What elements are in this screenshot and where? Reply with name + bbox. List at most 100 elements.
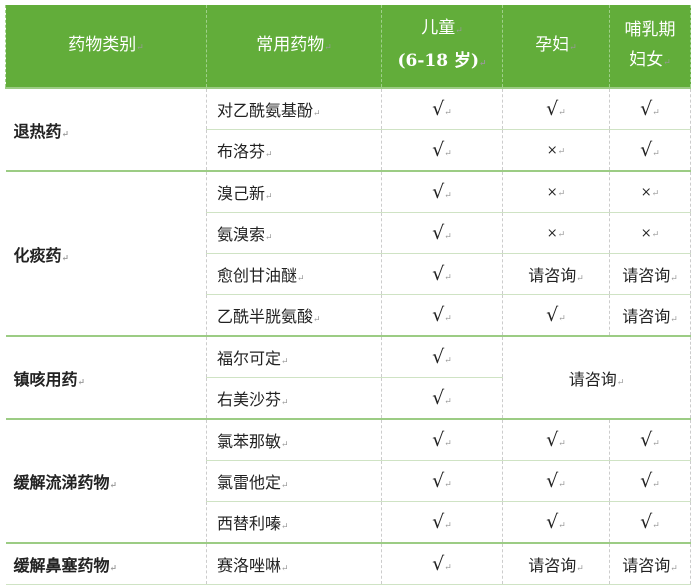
medicine-cell: 乙酰半胱氨酸: [206, 294, 382, 337]
category-cell-text: 化痰药: [14, 246, 70, 265]
category-cell: 退热药: [5, 87, 207, 172]
medicine-cell: 溴己新: [206, 170, 382, 213]
lactating-cell: √: [609, 501, 691, 544]
medicine-cell: 愈创甘油醚: [206, 253, 382, 295]
children-cell: √: [381, 335, 503, 378]
children-cell-text: √: [432, 139, 452, 161]
pregnant-cell: 请咨询: [502, 542, 610, 585]
pregnant-cell-text: 请咨询: [528, 556, 584, 575]
medicine-cell-text: 乙酰半胱氨酸: [217, 307, 321, 326]
category-cell: 化痰药: [5, 170, 207, 337]
lactating-cell: √: [609, 87, 691, 130]
header-lactating-line2: 妇女: [629, 50, 671, 70]
medicine-cell-text: 布洛芬: [217, 142, 273, 161]
lactating-cell-text: √: [640, 470, 660, 492]
pregnant-cell-text: ×: [547, 143, 565, 158]
medicine-cell-text: 氨溴索: [217, 225, 273, 244]
lactating-cell-text: 请咨询: [622, 266, 678, 285]
table-row: 缓解流涕药物 氯苯那敏 √ √ √: [5, 418, 691, 544]
category-cell: 缓解鼻塞药物: [5, 542, 207, 585]
table-row: 镇咳用药 福尔可定 √ 请咨询: [5, 335, 691, 420]
children-cell: √: [381, 501, 503, 544]
pregnant-cell: ×: [502, 129, 610, 172]
pregnant-cell: √: [502, 501, 610, 544]
lactating-cell: 请咨询: [609, 294, 691, 337]
lactating-cell-text: 请咨询: [622, 556, 678, 575]
medicine-cell: 对乙酰氨基酚: [206, 87, 382, 130]
medicine-cell-text: 福尔可定: [217, 349, 289, 368]
table-row: 乙酰半胱氨酸 √ √ 请咨询: [6, 294, 691, 337]
pregnant-cell-text: ×: [547, 185, 565, 200]
lactating-cell: √: [609, 129, 691, 172]
header-children-age: (6-18 岁): [397, 51, 486, 71]
medicine-cell-text: 溴己新: [217, 184, 273, 203]
lactating-cell: ×: [609, 212, 691, 254]
medicine-cell: 福尔可定: [206, 335, 382, 378]
children-cell-text: √: [432, 222, 452, 244]
lactating-cell-text: ×: [641, 226, 659, 241]
children-cell-text: √: [432, 429, 452, 451]
medicine-cell: 赛洛唑啉: [206, 542, 382, 585]
lactating-cell-text: 请咨询: [622, 307, 678, 326]
medicine-cell: 氯雷他定: [206, 460, 382, 502]
lactating-cell: 请咨询: [609, 542, 691, 585]
table-row: 氯雷他定 √ √ √: [6, 460, 691, 502]
table-row: 退热药 对乙酰氨基酚 √ √ √: [5, 87, 691, 172]
medicine-cell-text: 右美沙芬: [217, 390, 289, 409]
lactating-cell-text: √: [640, 429, 660, 451]
children-cell-text: √: [432, 470, 452, 492]
medicine-cell: 氯苯那敏: [206, 418, 382, 461]
medicine-cell-text: 西替利嗪: [217, 514, 289, 533]
pregnant-cell: ×: [502, 170, 610, 213]
lactating-cell: ×: [609, 170, 691, 213]
adult-merged-cell-text: 请咨询: [569, 370, 625, 389]
table-row: 愈创甘油醚 √ 请咨询 请咨询: [6, 253, 691, 295]
header-medicine-text: 常用药物: [256, 35, 332, 55]
children-cell: √: [381, 253, 503, 295]
children-cell: √: [381, 129, 503, 172]
lactating-cell: 请咨询: [609, 253, 691, 295]
pregnant-cell: ×: [502, 212, 610, 254]
children-cell: √: [381, 87, 503, 130]
children-cell-text: √: [432, 553, 452, 575]
pregnant-cell-text: √: [546, 429, 566, 451]
children-cell: √: [381, 294, 503, 337]
pregnant-cell: √: [502, 87, 610, 130]
pregnant-cell-text: √: [546, 98, 566, 120]
header-lactating: 哺乳期 妇女: [609, 5, 691, 88]
table-row: 缓解鼻塞药物 赛洛唑啉 √ 请咨询 请咨询: [5, 542, 691, 585]
header-children-text: 儿童: [421, 18, 463, 38]
pregnant-cell: √: [502, 418, 610, 461]
header-category: 药物类别: [5, 5, 207, 88]
children-cell-text: √: [432, 263, 452, 285]
lactating-cell-text: √: [640, 511, 660, 533]
header-pregnant-text: 孕妇: [535, 35, 577, 55]
header-category-text: 药物类别: [68, 35, 144, 55]
lactating-cell: √: [609, 460, 691, 502]
medicine-cell-text: 愈创甘油醚: [217, 266, 305, 285]
pregnant-cell-text: √: [546, 304, 566, 326]
medicine-cell-text: 赛洛唑啉: [217, 556, 289, 575]
lactating-cell-text: √: [640, 98, 660, 120]
children-cell: √: [381, 460, 503, 502]
medicine-cell-text: 氯雷他定: [217, 473, 289, 492]
category-cell-text: 缓解流涕药物: [14, 473, 118, 492]
adult-merged-cell: 请咨询: [502, 335, 691, 420]
children-cell: √: [381, 170, 503, 213]
children-cell-text: √: [432, 346, 452, 368]
medicine-cell: 布洛芬: [206, 129, 382, 172]
lactating-cell-text: ×: [641, 185, 659, 200]
pregnant-cell: √: [502, 460, 610, 502]
children-cell: √: [381, 377, 503, 420]
header-lactating-line1: 哺乳期: [624, 19, 676, 40]
header-pregnant: 孕妇: [502, 5, 610, 88]
category-cell-text: 缓解鼻塞药物: [14, 556, 118, 575]
pregnant-cell-text: √: [546, 470, 566, 492]
children-cell-text: √: [432, 181, 452, 203]
header-medicine: 常用药物: [206, 5, 382, 88]
table-row: 西替利嗪 √ √ √: [6, 501, 691, 544]
children-cell-text: √: [432, 98, 452, 120]
children-cell: √: [381, 212, 503, 254]
